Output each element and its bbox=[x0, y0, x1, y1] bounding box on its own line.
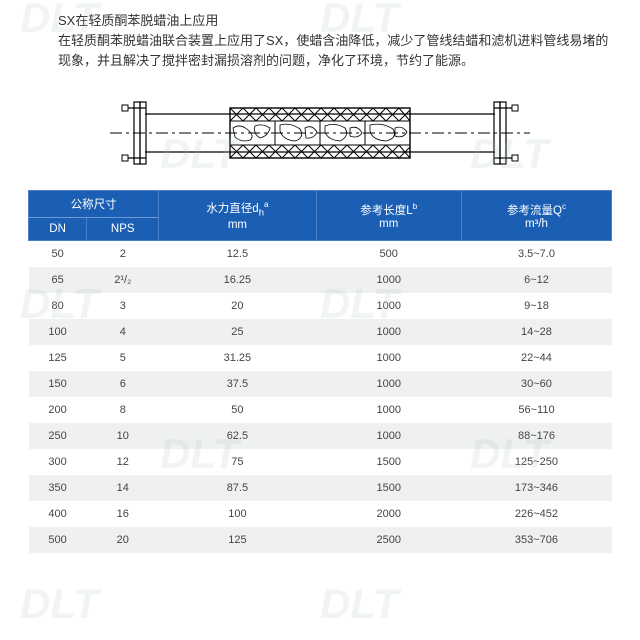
table-cell: 1000 bbox=[316, 345, 461, 371]
table-cell: 300 bbox=[29, 449, 87, 475]
table-cell: 62.5 bbox=[159, 423, 316, 449]
table-row: 8032010009~18 bbox=[29, 293, 612, 319]
table-cell: 1000 bbox=[316, 371, 461, 397]
table-row: 125531.25100022~44 bbox=[29, 345, 612, 371]
table-cell: 10 bbox=[87, 423, 159, 449]
table-cell: 20 bbox=[87, 527, 159, 553]
table-cell: 50 bbox=[159, 397, 316, 423]
table-cell: 350 bbox=[29, 475, 87, 501]
table-cell: 125 bbox=[159, 527, 316, 553]
col-ref-length: 参考长度Lbmm bbox=[316, 191, 461, 241]
watermark: DLT bbox=[320, 580, 399, 628]
table-row: 500201252500353~706 bbox=[29, 527, 612, 553]
table-cell: 65 bbox=[29, 267, 87, 293]
spec-table: 公称尺寸 水力直径dhamm 参考长度Lbmm 参考流量Qcm³/h DN NP… bbox=[28, 190, 612, 553]
table-cell: 353~706 bbox=[461, 527, 611, 553]
table-row: 30012751500125~250 bbox=[29, 449, 612, 475]
table-cell: 12 bbox=[87, 449, 159, 475]
table-cell: 1000 bbox=[316, 293, 461, 319]
table-row: 50212.55003.5~7.0 bbox=[29, 241, 612, 268]
table-cell: 12.5 bbox=[159, 241, 316, 268]
table-cell: 2500 bbox=[316, 527, 461, 553]
col-hydraulic-diameter: 水力直径dhamm bbox=[159, 191, 316, 241]
table-row: 2501062.5100088~176 bbox=[29, 423, 612, 449]
table-cell: 125 bbox=[29, 345, 87, 371]
table-cell: 6~12 bbox=[461, 267, 611, 293]
table-cell: 14 bbox=[87, 475, 159, 501]
table-cell: 100 bbox=[29, 319, 87, 345]
pipe-diagram bbox=[28, 88, 612, 178]
table-cell: 14~28 bbox=[461, 319, 611, 345]
table-row: 150637.5100030~60 bbox=[29, 371, 612, 397]
table-cell: 20 bbox=[159, 293, 316, 319]
table-cell: 1000 bbox=[316, 397, 461, 423]
watermark: DLT bbox=[20, 580, 99, 628]
section-body: 在轻质酮苯脱蜡油联合装置上应用了SX，使蜡含油降低，减少了管线结蜡和滤机进料管线… bbox=[58, 31, 612, 70]
table-cell: 88~176 bbox=[461, 423, 611, 449]
table-cell: 2¹/₂ bbox=[87, 267, 159, 293]
table-cell: 5 bbox=[87, 345, 159, 371]
table-cell: 250 bbox=[29, 423, 87, 449]
col-nominal-size: 公称尺寸 bbox=[29, 191, 159, 218]
table-cell: 2 bbox=[87, 241, 159, 268]
table-cell: 30~60 bbox=[461, 371, 611, 397]
table-row: 652¹/₂16.2510006~12 bbox=[29, 267, 612, 293]
table-cell: 50 bbox=[29, 241, 87, 268]
table-cell: 1500 bbox=[316, 449, 461, 475]
table-cell: 87.5 bbox=[159, 475, 316, 501]
table-row: 400161002000226~452 bbox=[29, 501, 612, 527]
table-cell: 25 bbox=[159, 319, 316, 345]
table-cell: 8 bbox=[87, 397, 159, 423]
table-cell: 9~18 bbox=[461, 293, 611, 319]
table-cell: 200 bbox=[29, 397, 87, 423]
table-row: 3501487.51500173~346 bbox=[29, 475, 612, 501]
table-cell: 500 bbox=[316, 241, 461, 268]
section-title: SX在轻质酮苯脱蜡油上应用 bbox=[58, 10, 612, 29]
table-cell: 150 bbox=[29, 371, 87, 397]
table-cell: 500 bbox=[29, 527, 87, 553]
table-cell: 2000 bbox=[316, 501, 461, 527]
table-cell: 173~346 bbox=[461, 475, 611, 501]
table-cell: 37.5 bbox=[159, 371, 316, 397]
table-cell: 3.5~7.0 bbox=[461, 241, 611, 268]
table-row: 100425100014~28 bbox=[29, 319, 612, 345]
table-cell: 125~250 bbox=[461, 449, 611, 475]
col-nps: NPS bbox=[87, 218, 159, 241]
table-cell: 22~44 bbox=[461, 345, 611, 371]
table-cell: 1000 bbox=[316, 319, 461, 345]
table-cell: 3 bbox=[87, 293, 159, 319]
table-cell: 80 bbox=[29, 293, 87, 319]
table-cell: 56~110 bbox=[461, 397, 611, 423]
table-row: 200850100056~110 bbox=[29, 397, 612, 423]
table-cell: 1500 bbox=[316, 475, 461, 501]
table-cell: 16.25 bbox=[159, 267, 316, 293]
table-cell: 16 bbox=[87, 501, 159, 527]
table-cell: 1000 bbox=[316, 267, 461, 293]
table-cell: 1000 bbox=[316, 423, 461, 449]
table-cell: 226~452 bbox=[461, 501, 611, 527]
table-cell: 100 bbox=[159, 501, 316, 527]
table-cell: 31.25 bbox=[159, 345, 316, 371]
col-dn: DN bbox=[29, 218, 87, 241]
table-cell: 4 bbox=[87, 319, 159, 345]
table-cell: 400 bbox=[29, 501, 87, 527]
table-cell: 75 bbox=[159, 449, 316, 475]
table-cell: 6 bbox=[87, 371, 159, 397]
col-ref-flow: 参考流量Qcm³/h bbox=[461, 191, 611, 241]
